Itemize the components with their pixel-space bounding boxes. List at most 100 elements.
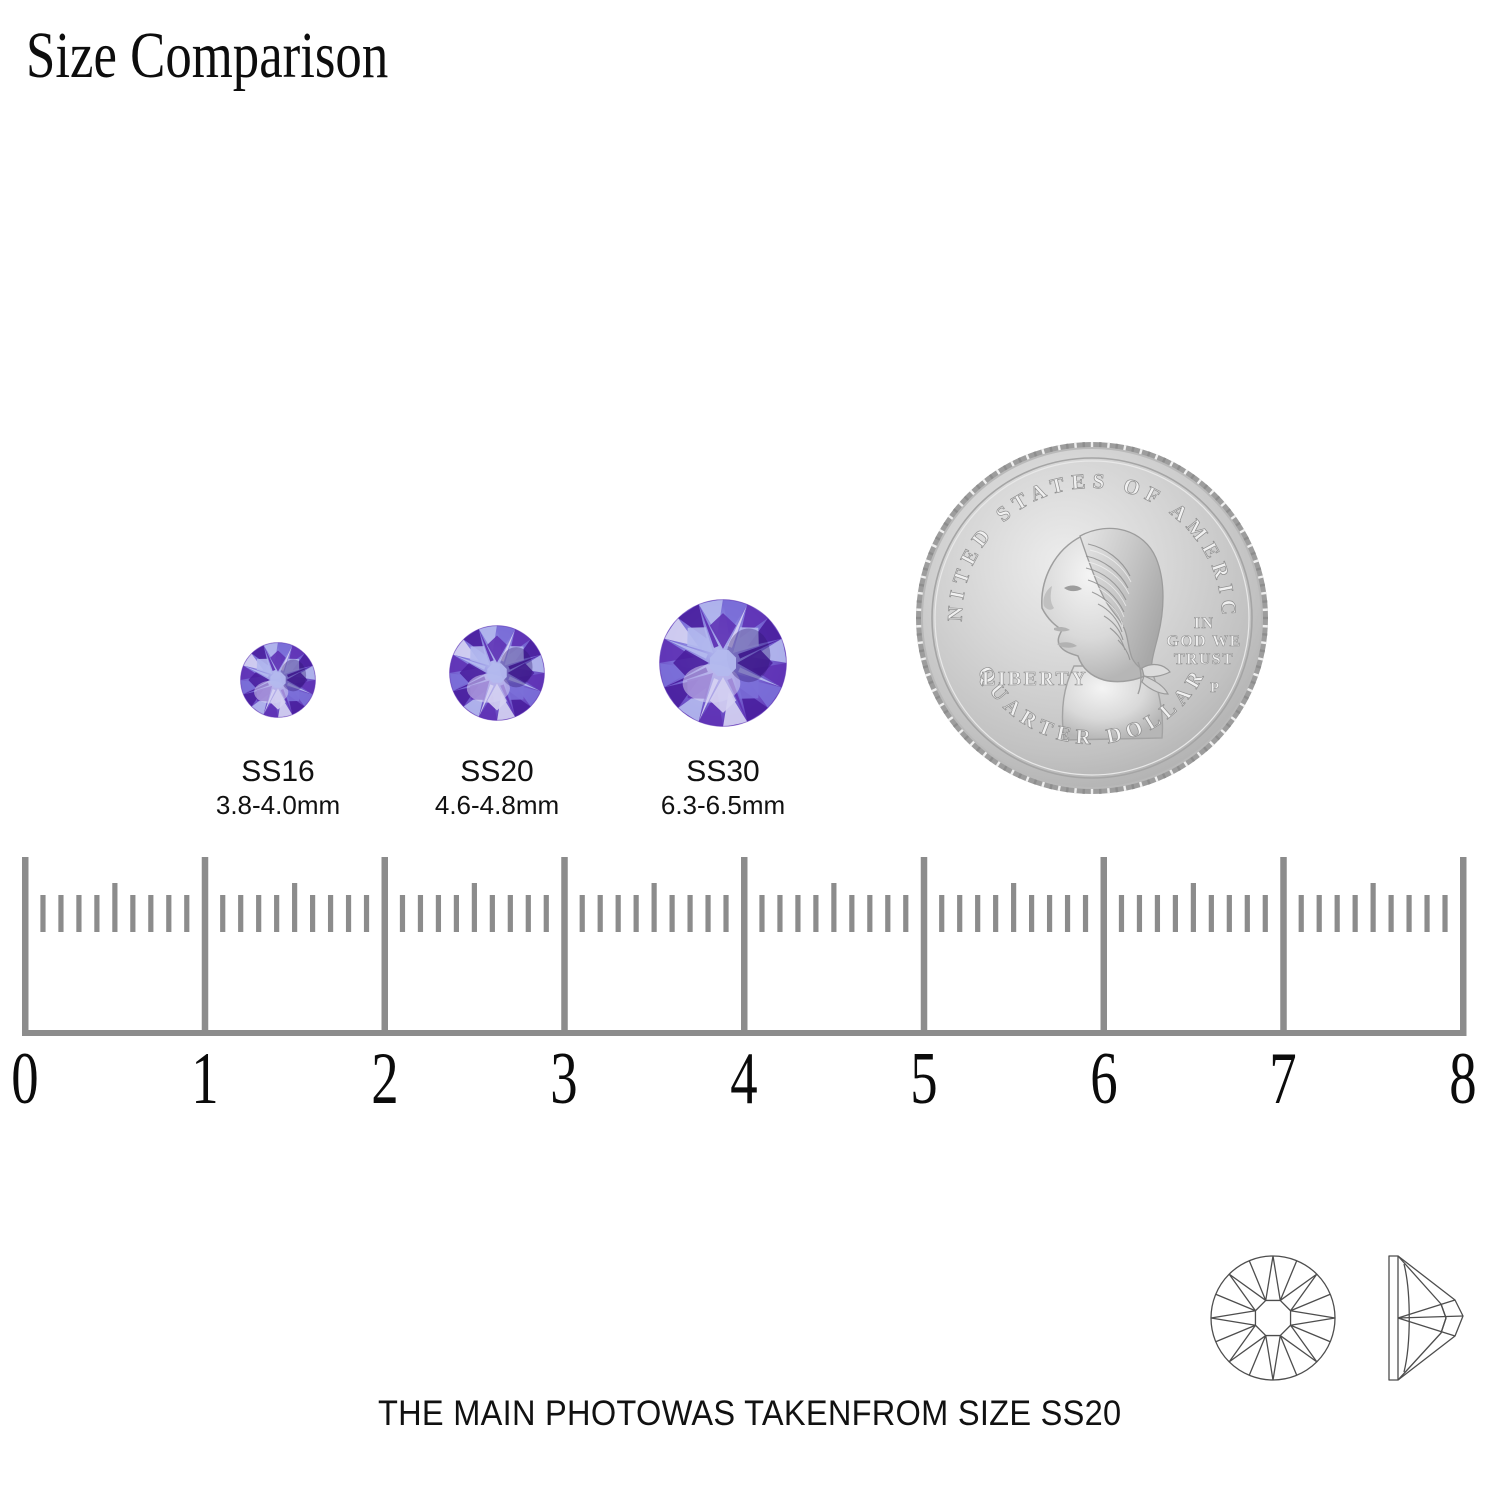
diagrams-svg	[1210, 1255, 1464, 1381]
ruler-major-tick	[381, 857, 388, 1036]
ruler-major-tick	[920, 857, 928, 1036]
ruler-minor-tick	[867, 895, 873, 932]
ruler-minor-tick	[975, 895, 981, 932]
ruler-minor-tick	[256, 895, 262, 932]
ruler-number-3: 3	[550, 1038, 578, 1120]
ruler-minor-tick	[1406, 895, 1412, 932]
gem1-svg	[449, 625, 545, 721]
ruler-svg	[22, 857, 1467, 1036]
ruler-major-tick	[1280, 857, 1287, 1036]
ruler-number-5: 5	[910, 1038, 938, 1120]
ruler-mid-tick	[112, 883, 118, 932]
ruler-minor-tick	[1244, 895, 1250, 932]
ruler-minor-tick	[1046, 895, 1053, 932]
ruler-minor-tick	[615, 895, 621, 932]
ruler-minor-tick	[777, 895, 783, 932]
ruler-major-tick	[1100, 857, 1107, 1036]
ruler-minor-tick	[1316, 895, 1322, 932]
ruler-minor-tick	[543, 895, 549, 932]
ruler-minor-tick	[1029, 895, 1035, 932]
crystal-size-label: 3.8-4.0mm	[215, 790, 341, 820]
ruler-minor-tick	[1262, 895, 1268, 932]
ruler-minor-tick	[1154, 895, 1161, 932]
ruler-major-tick	[741, 857, 748, 1036]
ruler-minor-tick	[1298, 895, 1304, 932]
ruler-minor-tick	[885, 895, 891, 932]
coin-liberty-text: LIBERTY	[982, 668, 1088, 690]
ruler-minor-tick	[1388, 895, 1394, 932]
ruler-minor-tick	[903, 895, 909, 932]
washington-portrait	[1041, 527, 1171, 741]
figure-caption: THE MAIN PHOTOWAS TAKENFROM SIZE SS20	[0, 1392, 1500, 1436]
ruler-minor-tick	[148, 895, 154, 932]
ruler-minor-tick	[184, 895, 190, 932]
ruler-minor-tick	[1064, 895, 1071, 932]
ruler-minor-tick	[220, 895, 226, 932]
ruler-minor-tick	[1118, 895, 1125, 932]
ruler-minor-tick	[453, 895, 459, 932]
ruler-minor-tick	[417, 895, 424, 932]
ruler-minor-tick	[957, 895, 963, 932]
ruler-minor-tick	[1226, 895, 1232, 932]
gem2-svg	[659, 599, 787, 727]
crystal-size-label: 6.3-6.5mm	[660, 790, 786, 820]
ruler-minor-tick	[993, 895, 999, 932]
crystal-name-label: SS20	[460, 755, 534, 788]
page-title: Size Comparison	[26, 19, 389, 92]
gem0-svg	[240, 642, 316, 718]
ruler-mid-tick	[1370, 883, 1376, 932]
ruler-minor-tick	[238, 895, 244, 932]
ruler-minor-tick	[76, 895, 82, 932]
ruler-number-4: 4	[730, 1038, 758, 1120]
coin-motto-line1: IN	[1194, 615, 1215, 632]
ruler-major-tick	[1460, 857, 1467, 1036]
crystal-name-label: SS30	[686, 755, 760, 788]
rhinestone-side-profile-icon	[1388, 1255, 1464, 1381]
ruler-number-labels: 0 1 2 3 4 5 6 7 8	[0, 1040, 1500, 1120]
crystal-name-label: SS16	[241, 755, 315, 788]
ruler-minor-tick	[1442, 895, 1448, 932]
rhinestone-top-view-icon	[1210, 1255, 1336, 1381]
crystal-gem-ss16	[240, 642, 316, 718]
coin-mint-mark: P	[1210, 680, 1219, 696]
ruler-number-7: 7	[1269, 1038, 1297, 1120]
ruler-number-8: 8	[1449, 1038, 1477, 1120]
rhinestone-diagrams	[1205, 1238, 1485, 1398]
ruler-minor-tick	[327, 895, 334, 932]
ruler-minor-tick	[759, 895, 765, 932]
ruler-minor-tick	[363, 895, 370, 932]
ruler-minor-tick	[1172, 895, 1178, 932]
ruler-minor-tick	[310, 895, 316, 932]
ruler-minor-tick	[849, 895, 855, 932]
figure-caption-text: THE MAIN PHOTOWAS TAKENFROM SIZE SS20	[378, 1394, 1122, 1433]
ruler-minor-tick	[687, 895, 693, 932]
ruler-minor-tick	[579, 895, 585, 932]
ruler-minor-tick	[94, 895, 100, 932]
coin-motto-line2: GOD WE	[1166, 633, 1241, 650]
ruler-minor-tick	[58, 895, 64, 932]
ruler-mid-tick	[1011, 883, 1017, 932]
ruler-minor-tick	[40, 895, 46, 932]
ruler-minor-tick	[1424, 895, 1430, 932]
crystal-size-label: 4.6-4.8mm	[434, 790, 560, 820]
ruler-mid-tick	[831, 883, 837, 932]
ruler-minor-tick	[166, 895, 172, 932]
ruler-number-2: 2	[370, 1038, 399, 1120]
ruler-minor-tick	[1082, 895, 1089, 932]
ruler-minor-tick	[1208, 895, 1214, 932]
ruler-minor-tick	[633, 895, 639, 932]
ruler-minor-tick	[274, 895, 280, 932]
ruler-minor-tick	[705, 895, 711, 932]
ruler-mid-tick	[471, 883, 477, 932]
ruler-minor-tick	[525, 895, 531, 932]
ruler	[0, 845, 1500, 1045]
ruler-major-tick	[201, 857, 209, 1036]
ruler-minor-tick	[597, 895, 603, 932]
ruler-minor-tick	[1352, 895, 1358, 932]
ruler-number-6: 6	[1089, 1038, 1118, 1120]
ruler-minor-tick	[939, 895, 945, 932]
ruler-minor-tick	[1136, 895, 1143, 932]
crystal-gem-ss30	[659, 599, 787, 727]
coin-motto: IN GOD WE TRUST	[1166, 615, 1241, 669]
